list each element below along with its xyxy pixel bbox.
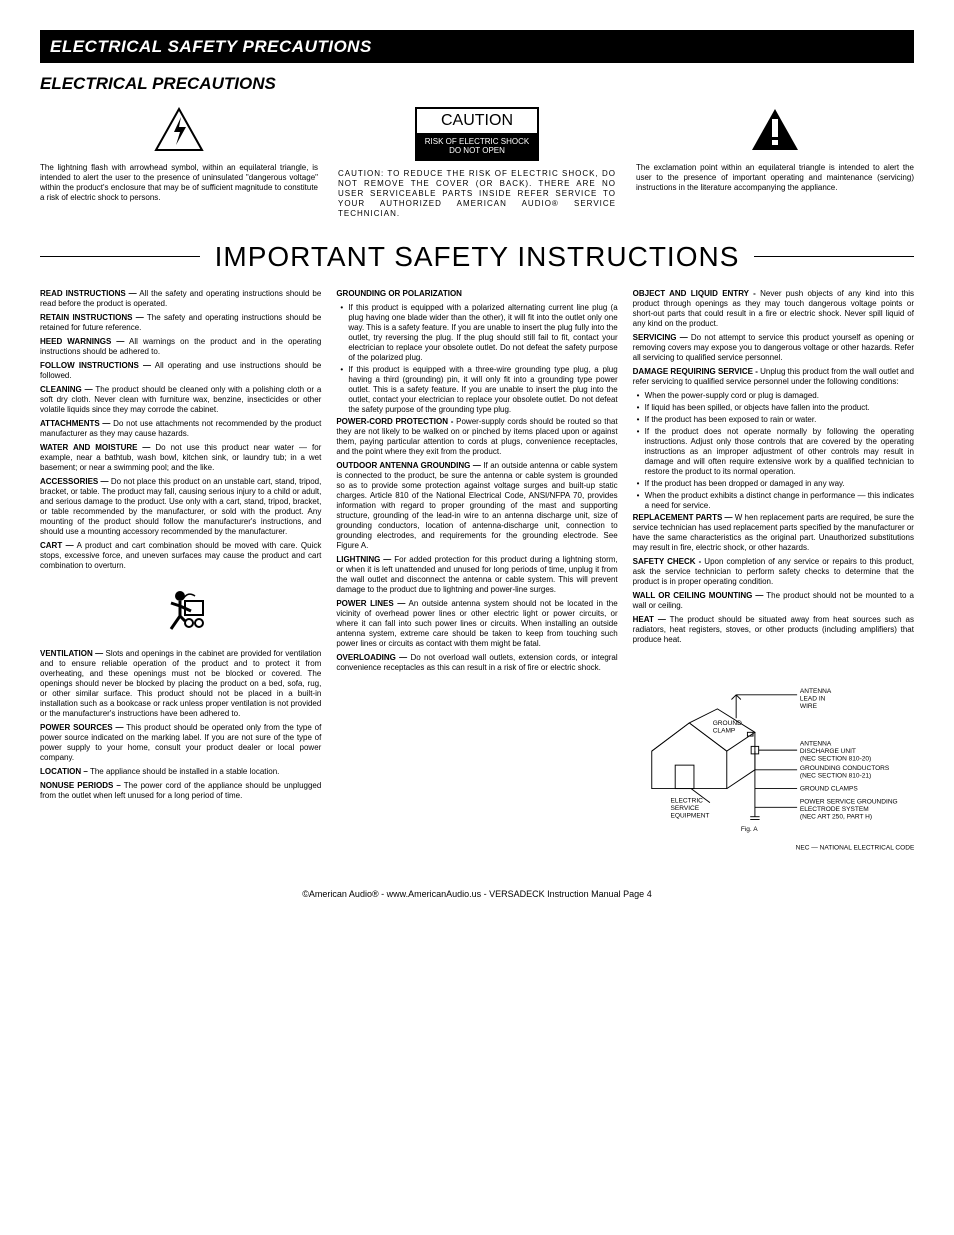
big-title: IMPORTANT SAFETY INSTRUCTIONS <box>200 239 755 274</box>
svg-text:EQUIPMENT: EQUIPMENT <box>670 812 709 819</box>
instruction-item: DAMAGE REQUIRING SERVICE - Unplug this p… <box>633 367 914 387</box>
svg-text:CLAMP: CLAMP <box>712 727 735 734</box>
exclaim-icon <box>636 107 914 155</box>
svg-text:GROUNDING CONDUCTORS: GROUNDING CONDUCTORS <box>800 765 890 772</box>
instruction-item: NONUSE PERIODS – The power cord of the a… <box>40 781 321 801</box>
exclaim-desc: The exclamation point within an equilate… <box>636 163 914 193</box>
columns: READ INSTRUCTIONS — All the safety and o… <box>40 289 914 860</box>
instruction-item: ATTACHMENTS — Do not use attachments not… <box>40 419 321 439</box>
instruction-item: OUTDOOR ANTENNA GROUNDING — If an outsid… <box>336 461 617 551</box>
col2: GROUNDING OR POLARIZATION If this product… <box>336 289 617 860</box>
svg-text:NEC — NATIONAL ELECTRICAL CODE: NEC — NATIONAL ELECTRICAL CODE <box>795 844 914 851</box>
svg-text:(NEC SECTION 810-21): (NEC SECTION 810-21) <box>800 772 871 779</box>
instruction-item: OVERLOADING — Do not overload wall outle… <box>336 653 617 673</box>
instruction-item: REPLACEMENT PARTS — W hen replacement pa… <box>633 513 914 553</box>
lightning-col: The lightning flash with arrowhead symbo… <box>40 107 318 219</box>
svg-text:SERVICE: SERVICE <box>670 805 699 812</box>
instruction-item: ACCESSORIES — Do not place this product … <box>40 477 321 537</box>
svg-text:ANTENNA: ANTENNA <box>800 688 832 695</box>
bullet-item: If liquid has been spilled, or objects h… <box>633 403 914 413</box>
caution-box: CAUTION RISK OF ELECTRIC SHOCKDO NOT OPE… <box>415 107 539 161</box>
instruction-item: RETAIN INSTRUCTIONS — The safety and ope… <box>40 313 321 333</box>
svg-text:ANTENNA: ANTENNA <box>800 740 832 747</box>
svg-text:GROUND CLAMPS: GROUND CLAMPS <box>800 785 858 792</box>
subheader: ELECTRICAL PRECAUTIONS <box>40 73 914 94</box>
svg-text:WIRE: WIRE <box>800 703 818 710</box>
exclaim-col: The exclamation point within an equilate… <box>636 107 914 219</box>
bullet-item: If the product does not operate normally… <box>633 427 914 477</box>
svg-text:ELECTRODE SYSTEM: ELECTRODE SYSTEM <box>800 806 869 813</box>
svg-text:Fig. A: Fig. A <box>740 825 757 832</box>
title-line-right <box>754 256 914 257</box>
caution-para: CAUTION: TO REDUCE THE RISK OF ELECTRIC … <box>338 169 616 219</box>
bullet-item: If the product has been exposed to rain … <box>633 415 914 425</box>
bullet-item: If the product has been dropped or damag… <box>633 479 914 489</box>
cart-icon <box>40 581 321 639</box>
instruction-item: CART — A product and cart combination sh… <box>40 541 321 571</box>
instruction-item: VENTILATION — Slots and openings in the … <box>40 649 321 719</box>
big-title-wrap: IMPORTANT SAFETY INSTRUCTIONS <box>40 239 914 274</box>
caution-body-1: RISK OF ELECTRIC SHOCK <box>425 137 529 146</box>
instruction-item: GROUNDING OR POLARIZATION <box>336 289 617 299</box>
bullet-item: If this product is equipped with a polar… <box>336 303 617 363</box>
instruction-item: READ INSTRUCTIONS — All the safety and o… <box>40 289 321 309</box>
instruction-item: WATER AND MOISTURE — Do not use this pro… <box>40 443 321 473</box>
top-row: The lightning flash with arrowhead symbo… <box>40 107 914 219</box>
instruction-item: POWER SOURCES — This product should be o… <box>40 723 321 763</box>
instruction-item: CLEANING — The product should be cleaned… <box>40 385 321 415</box>
instruction-item: SERVICING — Do not attempt to service th… <box>633 333 914 363</box>
caution-body: RISK OF ELECTRIC SHOCKDO NOT OPEN <box>417 134 537 159</box>
title-line-left <box>40 256 200 257</box>
footer: ©American Audio® - www.AmericanAudio.us … <box>40 889 914 900</box>
caution-title: CAUTION <box>417 109 537 134</box>
col1: READ INSTRUCTIONS — All the safety and o… <box>40 289 321 860</box>
instruction-item: OBJECT AND LIQUID ENTRY - Never push obj… <box>633 289 914 329</box>
lightning-desc: The lightning flash with arrowhead symbo… <box>40 163 318 203</box>
caution-body-2: DO NOT OPEN <box>449 146 505 155</box>
svg-text:LEAD IN: LEAD IN <box>800 695 826 702</box>
instruction-item: LOCATION – The appliance should be insta… <box>40 767 321 777</box>
caution-col: CAUTION RISK OF ELECTRIC SHOCKDO NOT OPE… <box>338 107 616 219</box>
svg-text:DISCHARGE UNIT: DISCHARGE UNIT <box>800 748 856 755</box>
instruction-item: SAFETY CHECK - Upon completion of any se… <box>633 557 914 587</box>
instruction-item: POWER-CORD PROTECTION - Power-supply cor… <box>336 417 617 457</box>
instruction-item: WALL OR CEILING MOUNTING — The product s… <box>633 591 914 611</box>
col3: OBJECT AND LIQUID ENTRY - Never push obj… <box>633 289 914 860</box>
figure-a: ANTENNALEAD INWIREGROUNDCLAMPANTENNADISC… <box>633 665 914 860</box>
instruction-item: POWER LINES — An outside antenna system … <box>336 599 617 649</box>
lightning-icon <box>40 107 318 155</box>
bullet-item: When the power-supply cord or plug is da… <box>633 391 914 401</box>
svg-text:POWER SERVICE GROUNDING: POWER SERVICE GROUNDING <box>800 798 898 805</box>
bullet-item: If this product is equipped with a three… <box>336 365 617 415</box>
svg-text:(NEC SECTION 810-20): (NEC SECTION 810-20) <box>800 755 871 762</box>
instruction-item: FOLLOW INSTRUCTIONS — All operating and … <box>40 361 321 381</box>
instruction-item: LIGHTNING — For added protection for thi… <box>336 555 617 595</box>
instruction-item: HEAT — The product should be situated aw… <box>633 615 914 645</box>
svg-text:GROUND: GROUND <box>712 719 741 726</box>
svg-text:ELECTRIC: ELECTRIC <box>670 797 703 804</box>
svg-text:(NEC ART 250, PART H): (NEC ART 250, PART H) <box>800 813 872 820</box>
bullet-item: When the product exhibits a distinct cha… <box>633 491 914 511</box>
header-bar: ELECTRICAL SAFETY PRECAUTIONS <box>40 30 914 63</box>
instruction-item: HEED WARNINGS — All warnings on the prod… <box>40 337 321 357</box>
